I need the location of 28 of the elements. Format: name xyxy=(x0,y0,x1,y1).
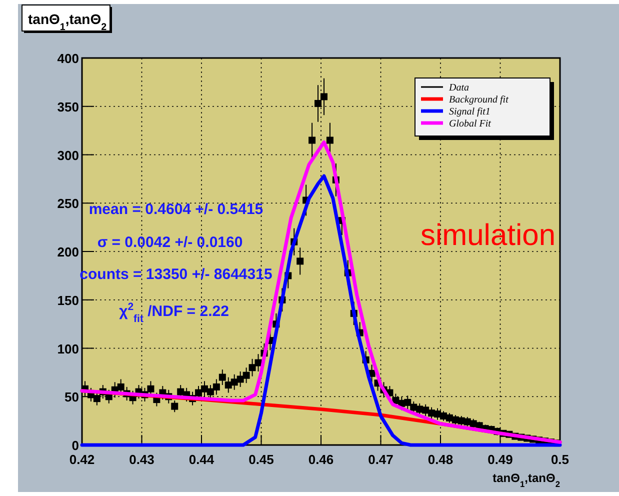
x-axis-title: tanΘ$_{1}$,tanΘ$_{2}$ xyxy=(492,471,560,489)
y-tick-label: 150 xyxy=(57,292,79,308)
x-tick-label: 0.45 xyxy=(248,452,274,467)
annotation: χ$^{2}$$_{fit}$ /NDF = 2.22 xyxy=(119,301,229,325)
y-tick-label: 300 xyxy=(57,148,79,163)
x-tick-label: 0.46 xyxy=(308,452,334,467)
y-tick-label: 400 xyxy=(57,51,79,66)
x-tick-label: 0.44 xyxy=(188,452,215,467)
x-tick-label: 0.47 xyxy=(368,452,394,467)
legend-label: Global Fit xyxy=(449,118,492,130)
x-tick-label: 0.5 xyxy=(550,452,570,467)
y-tick-label: 250 xyxy=(57,196,79,212)
x-tick-label: 0.48 xyxy=(428,452,454,467)
x-tick-label: 0.49 xyxy=(488,452,513,467)
y-tick-label: 0 xyxy=(72,438,79,453)
annotation: mean = 0.4604 +/- 0.5415 xyxy=(88,201,264,218)
legend-label: Signal fit1 xyxy=(449,106,490,118)
y-tick-label: 50 xyxy=(64,390,79,405)
legend-label: Background fit xyxy=(449,94,509,106)
y-tick-label: 350 xyxy=(57,99,79,114)
x-tick-label: 0.42 xyxy=(69,452,95,467)
y-tick-label: 200 xyxy=(57,244,79,260)
annotation: simulation xyxy=(420,219,556,252)
x-tick-label: 0.43 xyxy=(129,452,154,467)
chart-title: tanΘ$_{1}$,tanΘ$_{2}$ xyxy=(28,11,108,32)
y-tick-label: 100 xyxy=(57,341,79,356)
annotation: σ = 0.0042 +/- 0.0160 xyxy=(97,234,243,251)
legend-label: Data xyxy=(448,82,469,94)
